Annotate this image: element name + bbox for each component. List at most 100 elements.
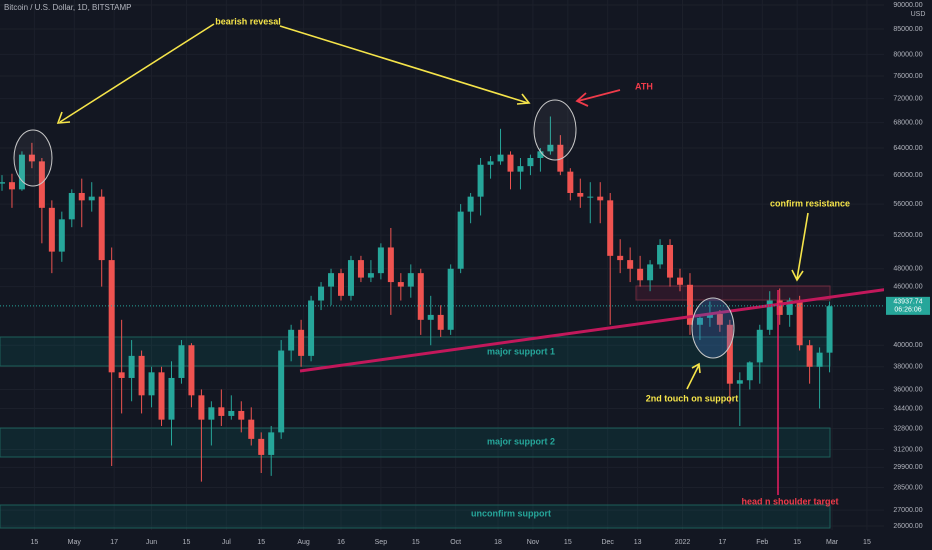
candle-body — [487, 161, 494, 165]
axis: 90000.00 85000.00 80000.00 76000.00 72000.00… — [31, 2, 923, 546]
x-tick-label: 15 — [863, 539, 871, 546]
arrow — [577, 89, 621, 102]
candle-body — [816, 352, 823, 367]
candle-body — [28, 154, 35, 162]
y-tick-label: 80000.00 — [893, 51, 922, 58]
x-tick-label: 15 — [564, 539, 572, 546]
y-tick-label: 64000.00 — [893, 145, 922, 152]
arrow — [59, 23, 215, 123]
candle-body — [377, 247, 384, 274]
y-tick-label: 40000.00 — [893, 342, 922, 349]
last-price-label: 43937.74 — [893, 299, 922, 306]
x-tick-label: Aug — [297, 539, 310, 546]
candle-body — [48, 207, 55, 252]
candle-body — [248, 419, 255, 439]
candle-body — [328, 273, 335, 287]
candle-body — [756, 329, 763, 363]
zone-label: unconfirm support — [471, 508, 551, 518]
price-axis — [884, 0, 932, 550]
candle-body — [78, 192, 85, 201]
y-tick-label: 46000.00 — [893, 283, 922, 290]
candle-body — [786, 300, 793, 315]
candle-body — [18, 154, 25, 190]
x-tick-label: Nov — [527, 539, 540, 546]
candle-body — [607, 200, 614, 256]
candle-body — [527, 157, 534, 167]
candle-body — [617, 255, 624, 261]
candle-body — [407, 273, 414, 287]
x-tick-label: May — [68, 539, 82, 546]
candle-body — [367, 273, 374, 278]
annotation: head n shoulder target — [741, 496, 838, 506]
chart-title: Bitcoin / U.S. Dollar, 1D, BITSTAMP — [4, 3, 131, 12]
highlight-circle — [533, 99, 577, 161]
y-tick-label: 29900.00 — [893, 464, 922, 471]
trend-line — [299, 281, 932, 373]
currency: USD — [911, 11, 926, 18]
y-tick-label: 76000.00 — [893, 73, 922, 80]
candle-body — [567, 171, 574, 193]
candle-body — [318, 286, 325, 301]
y-tick-label: 90000.00 — [893, 2, 922, 9]
support-zone — [0, 427, 831, 458]
candle-body — [397, 282, 404, 287]
support-zone — [0, 504, 831, 529]
x-tick-label: Feb — [756, 539, 768, 546]
candle-body — [417, 273, 424, 320]
candle-body — [238, 410, 245, 420]
x-tick-label: Jul — [222, 539, 231, 546]
x-tick-label: Dec — [601, 539, 614, 546]
candle-body — [776, 300, 783, 315]
candle-body — [696, 317, 703, 325]
candle-body — [587, 196, 594, 198]
candle-body — [168, 377, 175, 420]
arrow-head — [791, 269, 804, 282]
y-tick-label: 60000.00 — [893, 172, 922, 179]
countdown-label: 06:26:06 — [894, 307, 921, 314]
candle-body — [8, 182, 15, 190]
x-tick-label: 15 — [412, 539, 420, 546]
x-tick-label: 13 — [634, 539, 642, 546]
arrows — [56, 23, 809, 390]
candle-body — [337, 273, 344, 296]
y-tick-label: 56000.00 — [893, 201, 922, 208]
y-tick-label: 85000.00 — [893, 26, 922, 33]
zone-label: major support 1 — [487, 346, 555, 356]
candle-body — [597, 196, 604, 201]
candle-body — [288, 329, 295, 351]
x-tick-label: 15 — [183, 539, 191, 546]
candle-body — [427, 314, 434, 320]
candle-body — [806, 345, 813, 367]
y-tick-label: 32800.00 — [893, 425, 922, 432]
candle-body — [467, 196, 474, 212]
arrow — [686, 364, 700, 390]
candle-body — [278, 350, 285, 433]
x-tick-label: 2022 — [675, 539, 691, 546]
y-tick-label: 34400.00 — [893, 405, 922, 412]
candle-body — [667, 244, 674, 278]
arrow-head — [691, 362, 701, 374]
zone-label: major support 2 — [487, 436, 555, 446]
y-tick-label: 27000.00 — [893, 507, 922, 514]
candle-body — [686, 284, 693, 325]
x-tick-label: 16 — [337, 539, 345, 546]
candle-body — [637, 268, 644, 281]
last-price-box — [886, 296, 930, 315]
candle-body — [627, 260, 634, 269]
candles — [0, 116, 833, 482]
candle-body — [677, 277, 683, 285]
y-tick-label: 72000.00 — [893, 95, 922, 102]
candle-body — [357, 260, 364, 278]
candle-body — [308, 300, 315, 356]
support-zone — [0, 336, 831, 367]
candle-body — [178, 345, 185, 378]
x-tick-label: Mar — [826, 539, 839, 546]
annotation: confirm resistance — [770, 198, 850, 208]
x-tick-label: Sep — [375, 539, 388, 546]
candle-body — [138, 355, 145, 396]
highlight-circle — [691, 297, 735, 359]
y-tick-label: 52000.00 — [893, 232, 922, 239]
candle-body — [128, 355, 135, 378]
candle-body — [746, 362, 753, 381]
candle-body — [437, 314, 444, 330]
